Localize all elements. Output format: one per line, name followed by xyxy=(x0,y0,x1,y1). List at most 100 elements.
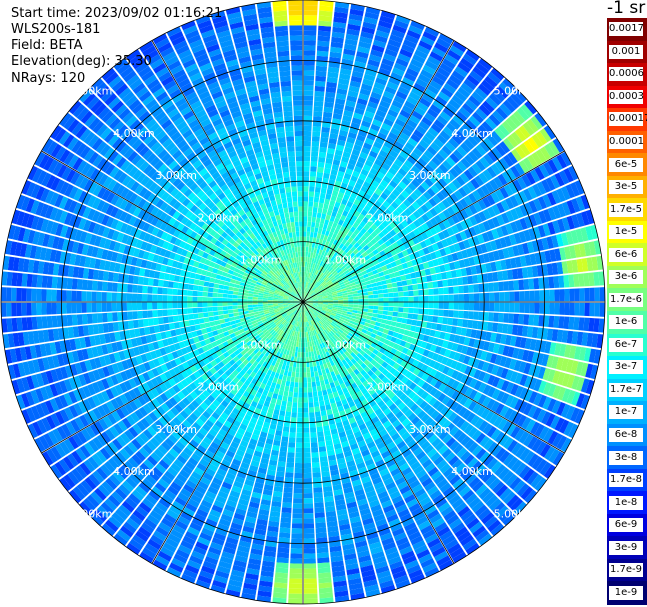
range-bin xyxy=(588,241,597,256)
range-bin xyxy=(333,108,344,115)
range-bin xyxy=(495,106,509,120)
range-bin xyxy=(468,284,474,293)
range-bin xyxy=(377,310,384,315)
range-bin xyxy=(528,214,538,227)
range-bin xyxy=(387,288,394,293)
range-bin xyxy=(316,283,321,288)
range-bin xyxy=(453,302,459,310)
range-bin xyxy=(378,302,384,306)
range-bin xyxy=(392,311,399,317)
range-bin xyxy=(414,271,422,278)
range-bin xyxy=(514,193,524,206)
range-bin xyxy=(503,137,515,151)
range-bin xyxy=(327,281,333,286)
range-bin xyxy=(492,271,499,282)
range-bin xyxy=(311,356,316,362)
range-bin xyxy=(314,90,325,97)
range-bin xyxy=(377,289,384,294)
range-bin xyxy=(385,136,396,145)
range-bin xyxy=(547,207,557,221)
range-bin xyxy=(312,303,318,306)
range-bin xyxy=(395,90,408,100)
range-bin xyxy=(387,268,394,274)
range-bin xyxy=(382,175,392,184)
range-bin xyxy=(511,324,519,336)
range-bin xyxy=(528,200,538,213)
range-bin xyxy=(542,194,552,208)
range-bin xyxy=(306,226,311,232)
range-bin xyxy=(327,307,333,310)
range-bin xyxy=(456,161,467,172)
range-bin xyxy=(495,144,507,157)
range-bin xyxy=(296,432,303,438)
range-bin xyxy=(402,77,415,87)
range-bin xyxy=(489,302,495,312)
range-bin xyxy=(550,174,561,189)
range-bin xyxy=(288,366,293,372)
range-bin xyxy=(321,384,327,391)
range-bin xyxy=(303,488,313,494)
range-bin xyxy=(303,598,318,604)
range-bin xyxy=(427,281,434,289)
range-bin xyxy=(338,249,344,255)
range-bin xyxy=(451,252,459,262)
range-bin xyxy=(392,254,400,261)
range-bin xyxy=(518,279,525,290)
range-bin xyxy=(407,182,417,192)
range-bin xyxy=(436,115,449,126)
range-bin xyxy=(318,286,324,291)
range-bin xyxy=(498,312,504,323)
range-bin xyxy=(499,103,512,117)
range-bin xyxy=(363,224,371,231)
range-bin xyxy=(308,407,315,413)
range-bin xyxy=(388,76,401,86)
range-bin xyxy=(565,184,576,199)
range-bin xyxy=(449,193,459,203)
range-bin xyxy=(450,326,457,334)
range-bin xyxy=(372,249,379,256)
range-bin xyxy=(324,285,330,290)
range-bin xyxy=(371,44,385,53)
range-bin xyxy=(406,29,421,40)
range-bin xyxy=(366,241,374,248)
range-bin xyxy=(307,277,310,283)
range-bin xyxy=(304,292,306,298)
range-bin xyxy=(339,68,352,76)
range-bin xyxy=(353,144,362,152)
range-bin xyxy=(303,266,305,272)
range-bin xyxy=(468,95,481,107)
range-bin xyxy=(310,291,315,296)
range-bin xyxy=(463,285,469,294)
range-bin xyxy=(364,159,374,168)
range-bin xyxy=(511,148,523,162)
range-bin xyxy=(429,51,444,62)
range-bin xyxy=(347,230,354,237)
range-bin xyxy=(346,201,353,208)
range-bin xyxy=(326,289,332,293)
range-bin xyxy=(358,201,366,209)
range-bin xyxy=(303,221,307,227)
range-bin xyxy=(328,298,334,301)
range-bin xyxy=(356,260,362,267)
range-bin xyxy=(401,249,409,257)
range-bin xyxy=(314,243,319,249)
range-bin xyxy=(317,30,331,37)
range-bin xyxy=(383,188,392,197)
range-bin xyxy=(362,308,369,312)
range-bin xyxy=(588,348,597,363)
range-bin xyxy=(305,287,307,293)
range-bin xyxy=(494,238,503,250)
range-bin xyxy=(357,238,364,245)
range-bin xyxy=(401,280,408,286)
range-bin xyxy=(508,313,515,324)
range-bin xyxy=(311,285,315,290)
range-bin xyxy=(317,562,331,569)
range-bin xyxy=(303,392,308,398)
range-bin xyxy=(364,110,375,119)
range-bin xyxy=(374,158,384,167)
range-bin xyxy=(337,305,343,309)
range-bin xyxy=(460,142,471,154)
range-bin xyxy=(532,183,542,197)
range-bin xyxy=(346,264,352,270)
range-bin xyxy=(313,111,323,117)
